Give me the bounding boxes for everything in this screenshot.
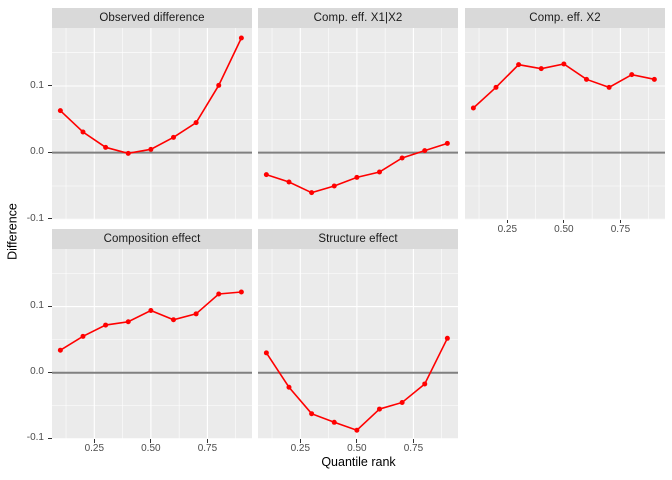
data-point xyxy=(216,82,222,88)
x-tick-label: 0.25 xyxy=(84,443,105,454)
data-point xyxy=(148,146,154,152)
data-point xyxy=(583,76,589,82)
data-point xyxy=(263,171,269,177)
facet-strip-observed-difference: Observed difference xyxy=(52,8,252,28)
x-tick-label: 0.75 xyxy=(197,443,218,454)
data-point xyxy=(354,427,360,433)
data-point xyxy=(148,307,154,313)
plot-area-observed-difference xyxy=(52,27,252,220)
data-point xyxy=(80,129,86,134)
data-point xyxy=(493,84,499,90)
facet-strip-label: Composition effect xyxy=(103,232,201,245)
x-tick-mark xyxy=(412,439,414,443)
data-point xyxy=(444,140,450,146)
data-point xyxy=(651,76,657,82)
y-tick-mark xyxy=(47,305,52,307)
facet-strip-label: Comp. eff. X2 xyxy=(529,11,601,24)
data-point xyxy=(238,35,244,40)
data-point xyxy=(561,61,567,66)
y-axis-title: Difference xyxy=(5,203,20,260)
data-point xyxy=(286,179,292,184)
data-point xyxy=(399,155,405,160)
x-tick-mark xyxy=(299,439,301,443)
x-tick-mark xyxy=(563,219,565,223)
y-tick-label: -0.1 xyxy=(26,212,44,224)
data-point xyxy=(422,380,428,386)
data-point xyxy=(216,290,222,296)
x-tick-mark xyxy=(506,219,508,223)
x-tick-label: 0.75 xyxy=(403,443,424,454)
data-point xyxy=(103,144,109,150)
y-tick-label: 0.1 xyxy=(30,300,44,312)
data-point xyxy=(170,316,176,322)
data-point xyxy=(399,399,405,405)
y-tick-mark xyxy=(47,218,52,220)
x-tick-label: 0.25 xyxy=(290,443,311,454)
data-point xyxy=(170,134,176,140)
data-point xyxy=(376,169,382,174)
data-point xyxy=(444,335,450,341)
x-axis-title: Quantile rank xyxy=(321,455,396,469)
y-tick-mark xyxy=(47,151,52,153)
y-tick-mark xyxy=(47,371,52,373)
data-point xyxy=(263,349,269,355)
plot-area-composition-effect xyxy=(52,248,252,439)
data-point xyxy=(80,333,86,339)
x-tick-mark xyxy=(93,439,95,443)
facet-strip-comp-eff-x2: Comp. eff. X2 xyxy=(465,8,665,28)
plot-area-comp-eff-x1-given-x2 xyxy=(258,27,458,220)
data-point xyxy=(606,84,612,90)
facet-strip-comp-eff-x1-given-x2: Comp. eff. X1|X2 xyxy=(258,8,458,28)
y-tick-label: 0.0 xyxy=(30,366,44,378)
data-point xyxy=(193,119,199,125)
data-point xyxy=(238,288,244,294)
y-tick-label: 0.0 xyxy=(30,146,44,158)
plot-area-comp-eff-x2 xyxy=(465,27,665,220)
data-point xyxy=(57,347,63,353)
facet-strip-label: Comp. eff. X1|X2 xyxy=(313,11,403,24)
data-point xyxy=(354,174,360,180)
data-point xyxy=(125,318,131,324)
data-point xyxy=(470,105,476,110)
facet-strip-structure-effect: Structure effect xyxy=(258,229,458,249)
y-tick-label: -0.1 xyxy=(26,432,44,444)
x-tick-label: 0.50 xyxy=(141,443,161,454)
data-point xyxy=(286,384,292,390)
x-tick-label: 0.25 xyxy=(497,223,518,235)
data-point xyxy=(331,183,337,188)
x-tick-mark xyxy=(206,439,208,443)
x-tick-label: 0.50 xyxy=(347,443,367,454)
x-tick-label: 0.50 xyxy=(554,223,574,235)
data-point xyxy=(309,410,315,416)
data-point xyxy=(422,147,428,153)
x-tick-mark xyxy=(356,439,358,443)
data-point xyxy=(193,310,199,316)
data-point xyxy=(309,189,315,195)
data-point xyxy=(629,71,635,77)
plot-area-structure-effect xyxy=(258,248,458,439)
facet-strip-label: Observed difference xyxy=(99,11,205,24)
x-tick-mark xyxy=(150,439,152,443)
data-point xyxy=(331,419,337,425)
x-tick-label: 0.75 xyxy=(610,223,631,235)
x-tick-mark xyxy=(619,219,621,223)
data-point xyxy=(57,107,63,113)
y-tick-mark xyxy=(47,437,52,439)
facet-strip-label: Structure effect xyxy=(318,232,398,245)
data-point xyxy=(125,150,131,156)
y-tick-mark xyxy=(47,85,52,86)
data-point xyxy=(376,406,382,412)
data-point xyxy=(103,322,109,328)
y-tick-label: 0.1 xyxy=(30,79,44,91)
facet-strip-composition-effect: Composition effect xyxy=(52,229,252,249)
data-point xyxy=(538,65,544,71)
data-point xyxy=(516,61,522,67)
